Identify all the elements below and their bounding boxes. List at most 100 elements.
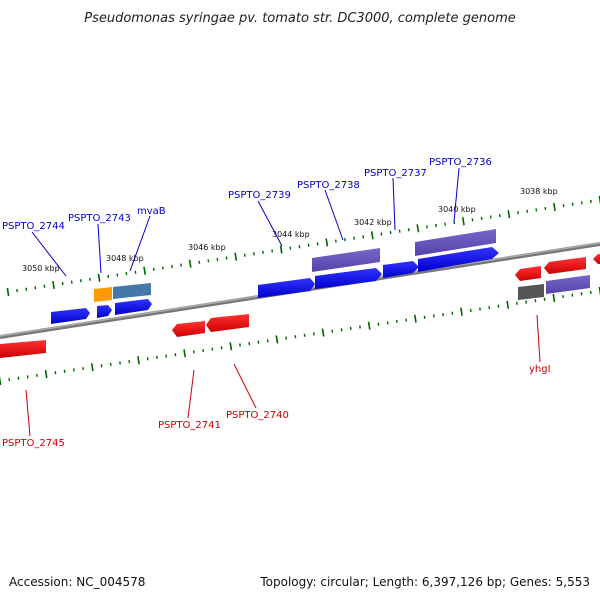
scale-minor-tick — [340, 328, 343, 332]
scale-minor-tick — [70, 280, 73, 284]
scale-minor-tick — [248, 341, 251, 346]
scale-minor-tick — [17, 376, 20, 380]
feature-bar-mvab[interactable] — [113, 283, 151, 299]
accession-text: Accession: NC_004578 — [9, 575, 145, 589]
scale-major-tick — [0, 376, 2, 386]
gene-label-yhgi[interactable]: yhgI — [529, 364, 551, 375]
gene-label-pspto-2745[interactable]: PSPTO_2745 — [2, 438, 65, 449]
scale-major-tick — [279, 245, 283, 254]
scale-major-tick — [552, 293, 556, 303]
scale-major-tick — [90, 363, 94, 372]
gene-label-pspto-2744[interactable]: PSPTO_2744 — [2, 221, 65, 232]
gene-label-pspto-2740[interactable]: PSPTO_2740 — [226, 410, 289, 421]
scale-label-3042: 3042 kbp — [354, 218, 392, 227]
gene-arrow-pspto-2743[interactable] — [97, 305, 112, 318]
gene-label-mvab[interactable]: mvaB — [137, 206, 166, 217]
gene-arrow-mvab[interactable] — [115, 299, 152, 315]
scale-major-tick — [462, 217, 465, 226]
scale-minor-tick — [307, 243, 310, 247]
gene-arrow-pspto-2745[interactable] — [0, 340, 46, 358]
scale-minor-tick — [100, 364, 103, 368]
scale-minor-tick — [580, 292, 583, 296]
leader-yhgi — [536, 314, 541, 363]
scale-minor-tick — [526, 209, 529, 213]
gene-arrow-pspto-2737[interactable] — [383, 261, 419, 278]
gene-label-pspto-2737[interactable]: PSPTO_2737 — [364, 168, 427, 179]
gene-arrow-pspto-2741[interactable] — [172, 321, 205, 337]
scale-major-tick — [6, 287, 10, 297]
scale-minor-tick — [432, 314, 435, 318]
scale-minor-tick — [8, 377, 11, 382]
leader-pspto-2740 — [233, 363, 257, 409]
scale-minor-tick — [444, 222, 447, 226]
scale-major-tick — [275, 335, 279, 344]
scale-minor-tick — [216, 257, 219, 262]
scale-major-tick — [44, 369, 48, 379]
gene-arrow-red-1[interactable] — [515, 266, 541, 281]
scale-major-tick — [325, 238, 329, 247]
scale-minor-tick — [525, 300, 528, 304]
gene-arrow-pspto-2744[interactable] — [51, 308, 90, 324]
gene-arrow-pspto-2738[interactable] — [315, 268, 382, 289]
gene-label-pspto-2736[interactable]: PSPTO_2736 — [429, 157, 492, 168]
gene-arrow-red-2[interactable] — [544, 257, 586, 274]
scale-minor-tick — [544, 206, 547, 211]
leader-pspto-2738 — [324, 189, 344, 241]
leader-pspto-2743 — [97, 223, 102, 274]
scale-minor-tick — [469, 308, 472, 313]
scale-major-tick — [188, 259, 192, 268]
scale-minor-tick — [128, 359, 131, 364]
scale-minor-tick — [405, 318, 408, 322]
feature-bar-pspto-2736[interactable] — [415, 229, 496, 256]
scale-minor-tick — [316, 242, 319, 246]
gene-label-pspto-2739[interactable]: PSPTO_2739 — [228, 190, 291, 201]
gene-arrow-pspto-2740[interactable] — [206, 314, 249, 332]
gene-label-pspto-2743[interactable]: PSPTO_2743 — [68, 213, 131, 224]
scale-major-tick — [137, 356, 140, 365]
scale-minor-tick — [398, 229, 401, 233]
scale-major-tick — [416, 224, 420, 233]
scale-label-3044: 3044 kbp — [272, 230, 310, 239]
scale-minor-tick — [79, 279, 82, 283]
scale-major-tick — [507, 210, 511, 219]
scale-minor-tick — [535, 208, 538, 212]
scale-minor-tick — [34, 286, 37, 290]
scale-track-lower — [0, 286, 600, 386]
scale-minor-tick — [377, 322, 380, 326]
gene-label-pspto-2741[interactable]: PSPTO_2741 — [158, 420, 221, 431]
scale-major-tick — [97, 273, 101, 282]
scale-minor-tick — [165, 354, 168, 358]
scale-minor-tick — [152, 267, 155, 271]
gene-arrow-pspto-2739[interactable] — [258, 278, 315, 298]
scale-minor-tick — [72, 368, 75, 372]
scale-minor-tick — [349, 326, 352, 331]
gene-arrow-red-edge[interactable] — [593, 254, 600, 264]
scale-minor-tick — [43, 284, 46, 288]
scale-major-tick — [370, 231, 374, 240]
scale-minor-tick — [61, 281, 64, 286]
scale-minor-tick — [171, 264, 173, 269]
scale-label-3050: 3050 kbp — [22, 264, 60, 273]
scale-minor-tick — [257, 340, 260, 344]
gene-arrow-pspto-2736[interactable] — [418, 247, 499, 272]
scale-minor-tick — [426, 225, 428, 229]
scale-minor-tick — [180, 263, 182, 267]
scale-minor-tick — [407, 228, 410, 232]
scale-major-tick — [553, 202, 556, 212]
scale-minor-tick — [298, 245, 301, 249]
feature-bar-pspto-2738[interactable] — [312, 248, 380, 272]
scale-minor-tick — [571, 202, 574, 206]
scale-major-tick — [52, 280, 55, 290]
scale-minor-tick — [517, 211, 519, 215]
feature-bar-yhgi[interactable] — [546, 275, 590, 294]
scale-minor-tick — [312, 332, 315, 336]
scale-minor-tick — [161, 266, 164, 270]
scale-major-tick — [321, 328, 325, 337]
scale-minor-tick — [389, 230, 392, 235]
scale-minor-tick — [289, 246, 292, 250]
scale-major-tick — [414, 314, 417, 323]
gene-label-pspto-2738[interactable]: PSPTO_2738 — [297, 180, 360, 191]
feature-bar-gray[interactable] — [518, 284, 544, 300]
feature-bar-pspto-2743[interactable] — [94, 287, 112, 302]
